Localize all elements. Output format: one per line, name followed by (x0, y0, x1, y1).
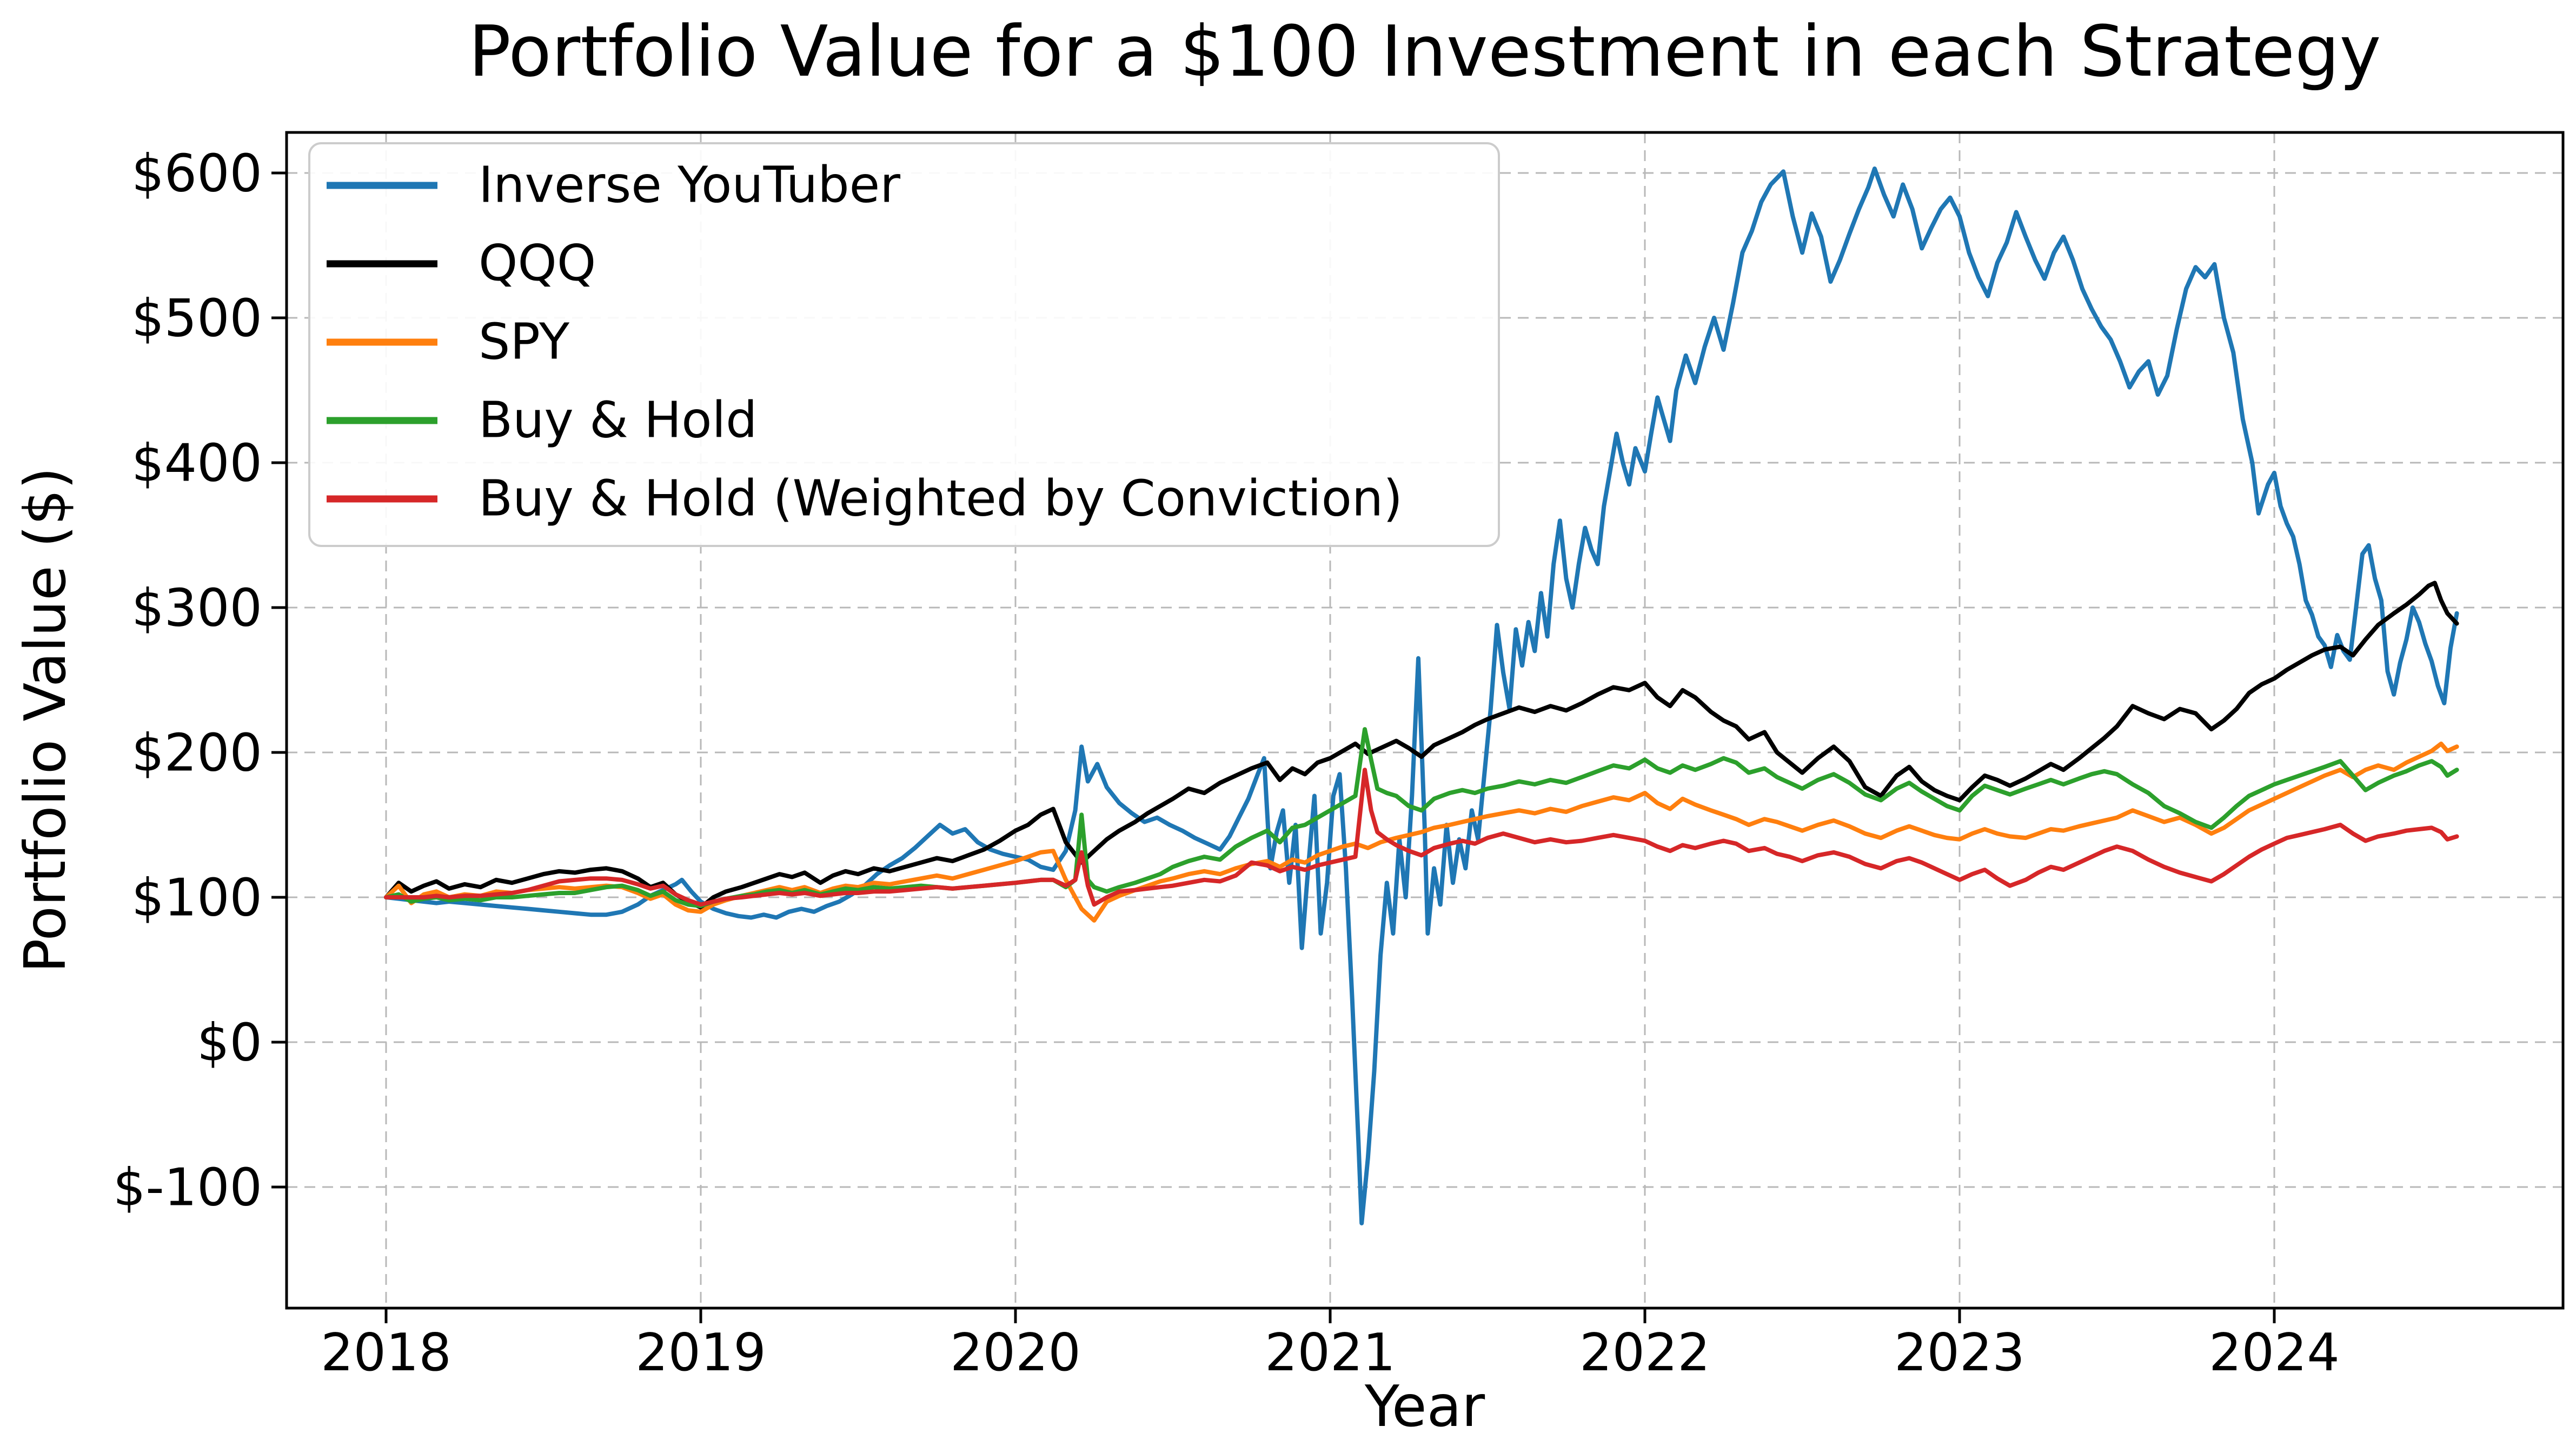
legend-entry-2: SPY (327, 312, 570, 370)
series-line-buy-hold-weighted-by-conviction (384, 768, 2459, 907)
x-tick-label-2019: 2019 (635, 1323, 766, 1383)
legend-label-4: Buy & Hold (Weighted by Conviction) (479, 469, 1403, 527)
legend-label-2: SPY (479, 312, 570, 370)
y-tick-label-600: $600 (131, 144, 262, 203)
x-tick-label-2023: 2023 (1894, 1323, 2025, 1383)
legend-entry-3: Buy & Hold (327, 391, 758, 449)
plot-border (285, 131, 2565, 1310)
legend-box (308, 142, 1500, 547)
x-tick-label-2021: 2021 (1265, 1323, 1396, 1383)
x-tick-label-2020: 2020 (950, 1323, 1081, 1383)
series-line-inverse-youtuber (384, 166, 2459, 1225)
legend: Inverse YouTuber QQQ SPY Buy & Hold Buy & Ho… (308, 142, 1500, 547)
series-line-qqq (384, 581, 2459, 910)
y-tick-label-100: $100 (131, 868, 262, 928)
y-tick-label-500: $500 (131, 289, 262, 348)
legend-entry-1: QQQ (327, 234, 596, 292)
legend-label-0: Inverse YouTuber (479, 156, 900, 214)
legend-entry-4: Buy & Hold (Weighted by Conviction) (327, 469, 1403, 527)
y-tick-label-400: $400 (131, 434, 262, 493)
legend-label-3: Buy & Hold (479, 391, 758, 449)
series-lines (384, 166, 2459, 1225)
y-tick-label-200: $200 (131, 723, 262, 783)
x-tick-label-2022: 2022 (1579, 1323, 1710, 1383)
axis-ticks: $-100 $0 $100 $200 $300 $400 $500 $600 2018 2019 2… (113, 144, 2340, 1383)
y-tick-label-300: $300 (131, 578, 262, 638)
legend-label-1: QQQ (479, 234, 596, 292)
legend-entry-0: Inverse YouTuber (327, 156, 900, 214)
x-tick-label-2018: 2018 (321, 1323, 452, 1383)
y-tick-label--100: $-100 (113, 1158, 262, 1217)
x-tick-label-2024: 2024 (2209, 1323, 2340, 1383)
chart-title: Portfolio Value for a $100 Investment in… (469, 10, 2381, 92)
x-axis-label: Year (1364, 1374, 1485, 1439)
y-axis-label: Portfolio Value ($) (12, 467, 78, 973)
y-tick-label-0: $0 (197, 1013, 262, 1072)
axes-spines (285, 131, 2565, 1310)
